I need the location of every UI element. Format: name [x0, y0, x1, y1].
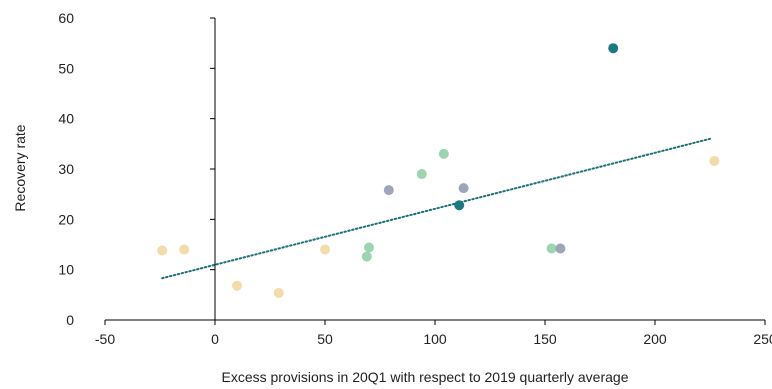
x-axis-title: Excess provisions in 20Q1 with respect t… — [222, 369, 629, 385]
data-point — [232, 280, 242, 291]
data-point — [383, 185, 394, 196]
axes — [104, 17, 766, 325]
x-tick-label: 50 — [317, 331, 333, 347]
trendline — [161, 137, 711, 280]
data-point — [273, 287, 284, 298]
data-point — [458, 183, 469, 194]
data-point — [438, 148, 449, 159]
y-tick-label: 60 — [58, 10, 74, 26]
y-axis-title: Recovery rate — [12, 124, 28, 211]
x-tick-label: 200 — [643, 331, 667, 347]
y-tick-label: 0 — [66, 312, 74, 328]
tick-labels: -50 0 50 100 150 200 250 0 10 20 30 40 50 60 — [58, 10, 772, 347]
x-tick-label: 100 — [423, 331, 447, 347]
data-point — [546, 243, 557, 254]
data-point — [555, 243, 566, 254]
data-point — [157, 245, 168, 256]
y-tick-label: 40 — [58, 111, 74, 127]
data-point — [320, 244, 330, 255]
data-point — [364, 242, 374, 253]
data-points — [157, 43, 720, 298]
x-tick-label: -50 — [95, 331, 115, 347]
y-tick-label: 50 — [58, 60, 74, 76]
data-point — [608, 43, 619, 54]
data-point — [416, 169, 427, 180]
y-tick-label: 10 — [58, 262, 74, 278]
data-point — [454, 200, 465, 211]
x-tick-label: 250 — [753, 331, 772, 347]
data-point — [709, 155, 720, 166]
y-tick-label: 20 — [58, 211, 74, 227]
data-point — [179, 244, 190, 255]
x-tick-label: 150 — [533, 331, 557, 347]
data-point — [361, 251, 372, 262]
x-tick-label: 0 — [211, 331, 219, 347]
y-tick-label: 30 — [58, 161, 74, 177]
